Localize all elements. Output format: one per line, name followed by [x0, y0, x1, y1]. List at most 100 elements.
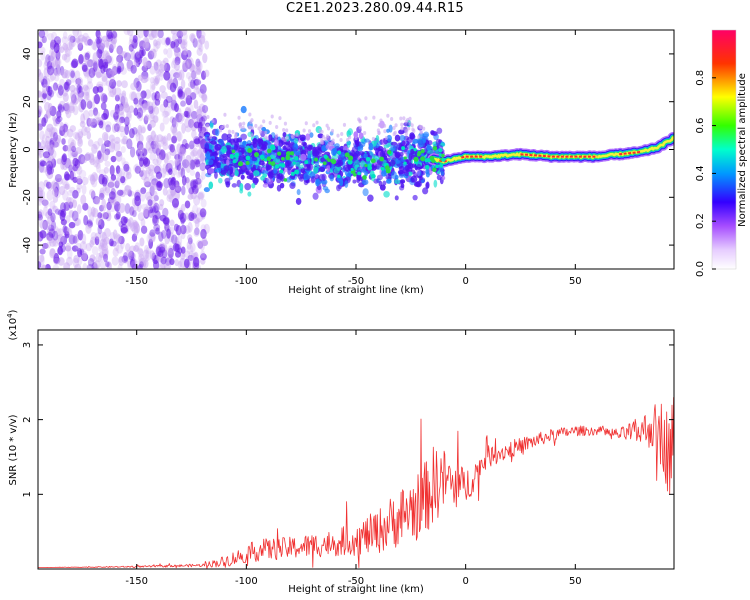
spectrogram-band-point	[367, 194, 374, 202]
spectrogram-speckle	[95, 252, 103, 263]
spectrogram-speckle	[172, 32, 177, 43]
spectrogram-band-point	[240, 133, 248, 140]
spectrogram-speckle	[194, 66, 202, 75]
snr-frame	[37, 329, 675, 570]
spectrogram-speckle	[69, 148, 75, 157]
spectrogram-hot-point	[417, 150, 422, 155]
spectrogram-hot-point	[371, 173, 376, 179]
spectrogram-speckle	[187, 237, 193, 245]
spectrogram-speckle	[200, 250, 206, 258]
spectrogram-speckle	[107, 55, 114, 66]
spectrogram-speckle	[336, 133, 340, 138]
spectrogram-speckle	[162, 116, 170, 125]
spectrogram-speckle	[111, 30, 118, 39]
spectrogram-speckle	[38, 152, 42, 159]
spectrogram-speckle	[135, 50, 141, 58]
spectrogram-speckle	[53, 177, 60, 185]
spectrogram-speckle	[85, 223, 92, 234]
spectrogram-speckle	[250, 118, 254, 123]
spectrogram-speckle	[44, 263, 51, 269]
spectrogram-band-point	[246, 140, 252, 145]
spectrogram-speckle	[371, 136, 375, 141]
spectrogram-speckle	[171, 189, 176, 198]
spectrogram-speckle	[182, 90, 188, 101]
spectrogram-speckle	[171, 94, 177, 103]
x-tick-label: -50	[348, 576, 364, 587]
spectrogram-speckle	[144, 244, 149, 255]
spectrogram-speckle	[174, 158, 181, 165]
spectrogram-speckle	[154, 66, 160, 74]
spectrogram-speckle	[89, 239, 94, 248]
spectrogram-speckle	[142, 156, 149, 165]
spectrogram-band-point	[383, 144, 390, 149]
spectrogram-band-point	[324, 188, 330, 194]
spectrogram-speckle	[52, 264, 60, 269]
snr-series-line	[38, 397, 674, 569]
spectrogram-speckle	[69, 101, 75, 112]
spectrogram-speckle	[173, 46, 181, 53]
spectrogram-speckle	[143, 259, 149, 269]
spectrogram-speckle	[330, 128, 335, 133]
spectrogram-band-point	[390, 171, 397, 179]
spectrogram-band-point	[346, 140, 351, 148]
spectrogram-panel: -150 -100 -50 0 50 -40 -20 0 20 40 Height of str…	[8, 29, 675, 296]
spectrogram-speckle	[196, 47, 203, 57]
spectrogram-speckle	[201, 92, 207, 103]
spectrogram-speckle	[107, 181, 115, 188]
spectrogram-speckle	[62, 42, 68, 51]
spectrogram-speckle	[116, 67, 122, 75]
spectrogram-speckle	[73, 255, 80, 264]
spectrogram-speckle	[159, 85, 166, 93]
spectrogram-band-point	[261, 141, 269, 147]
spectrogram-speckle	[103, 166, 109, 174]
spectrogram-speckle	[158, 72, 164, 81]
spectrogram-speckle	[75, 146, 83, 155]
spectrogram-band-point	[359, 141, 366, 148]
spectrogram-speckle	[74, 70, 81, 80]
spectrogram-speckle	[72, 149, 79, 157]
spectrogram-speckle	[162, 142, 169, 151]
spectrogram-speckle	[112, 111, 119, 120]
spectrogram-speckle	[123, 188, 130, 196]
spectrogram-speckle	[152, 254, 159, 265]
spectrogram-speckle	[120, 216, 128, 226]
spectrogram-speckle	[165, 248, 173, 255]
spectrogram-speckle	[149, 119, 156, 128]
spectrogram-speckle	[72, 235, 78, 245]
spectrogram-speckle	[38, 145, 45, 152]
spectrogram-speckle	[64, 183, 70, 190]
spectrogram-speckle	[199, 154, 206, 162]
spectrogram-speckle	[62, 181, 70, 189]
spectrogram-speckle	[120, 130, 126, 138]
spectrogram-speckle	[108, 90, 115, 97]
spectrogram-speckle	[181, 165, 187, 172]
spectrogram-speckle	[61, 138, 66, 145]
spectrogram-speckle	[159, 122, 165, 132]
spectrogram-band-point	[295, 197, 302, 205]
spectrogram-speckle	[155, 163, 163, 174]
spectrogram-speckle	[47, 32, 54, 41]
spectrogram-band-point	[394, 195, 399, 201]
spectrogram-speckle	[188, 187, 195, 195]
spectrogram-speckle	[147, 209, 155, 218]
spectrogram-hot-point	[331, 159, 337, 165]
spectrogram-band-point	[321, 173, 327, 182]
spectrogram-speckle	[87, 206, 92, 218]
spectrogram-speckle	[220, 125, 224, 130]
spectrogram-speckle	[69, 84, 76, 93]
spectrogram-speckle	[186, 50, 192, 58]
spectrogram-speckle	[38, 58, 43, 68]
spectrogram-speckle	[184, 118, 190, 129]
spectrogram-hot-point	[270, 161, 276, 167]
spectrogram-speckle	[116, 118, 122, 128]
spectrogram-speckle	[248, 112, 252, 117]
spectrogram-speckle	[119, 116, 126, 124]
spectrogram-speckle	[143, 169, 150, 179]
spectrogram-speckle	[117, 61, 125, 73]
spectrogram-speckle	[115, 177, 121, 186]
spectrogram-speckle	[123, 252, 128, 262]
spectrogram-speckle	[133, 221, 139, 229]
spectrogram-speckle	[116, 244, 124, 254]
spectrogram-speckle	[106, 30, 113, 40]
spectrogram-band-point	[279, 182, 285, 189]
